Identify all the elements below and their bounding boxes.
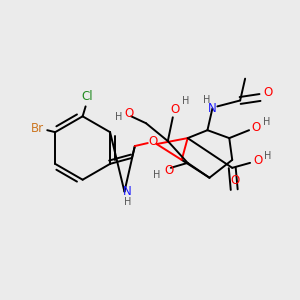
Text: O: O (251, 121, 261, 134)
Text: H: H (264, 151, 272, 161)
Text: Cl: Cl (82, 90, 93, 103)
Text: H: H (124, 196, 131, 206)
Text: H: H (263, 117, 271, 127)
Text: O: O (231, 174, 240, 187)
Text: H: H (153, 170, 161, 180)
Text: H: H (182, 97, 189, 106)
Text: O: O (254, 154, 262, 167)
Text: O: O (170, 103, 179, 116)
Text: H: H (203, 95, 210, 106)
Text: N: N (208, 102, 217, 115)
Text: O: O (263, 86, 272, 99)
Text: N: N (123, 185, 132, 198)
Text: H: H (115, 112, 122, 122)
Text: O: O (124, 107, 134, 120)
Text: O: O (148, 135, 157, 148)
Text: O: O (164, 164, 173, 177)
Text: Br: Br (31, 122, 44, 135)
